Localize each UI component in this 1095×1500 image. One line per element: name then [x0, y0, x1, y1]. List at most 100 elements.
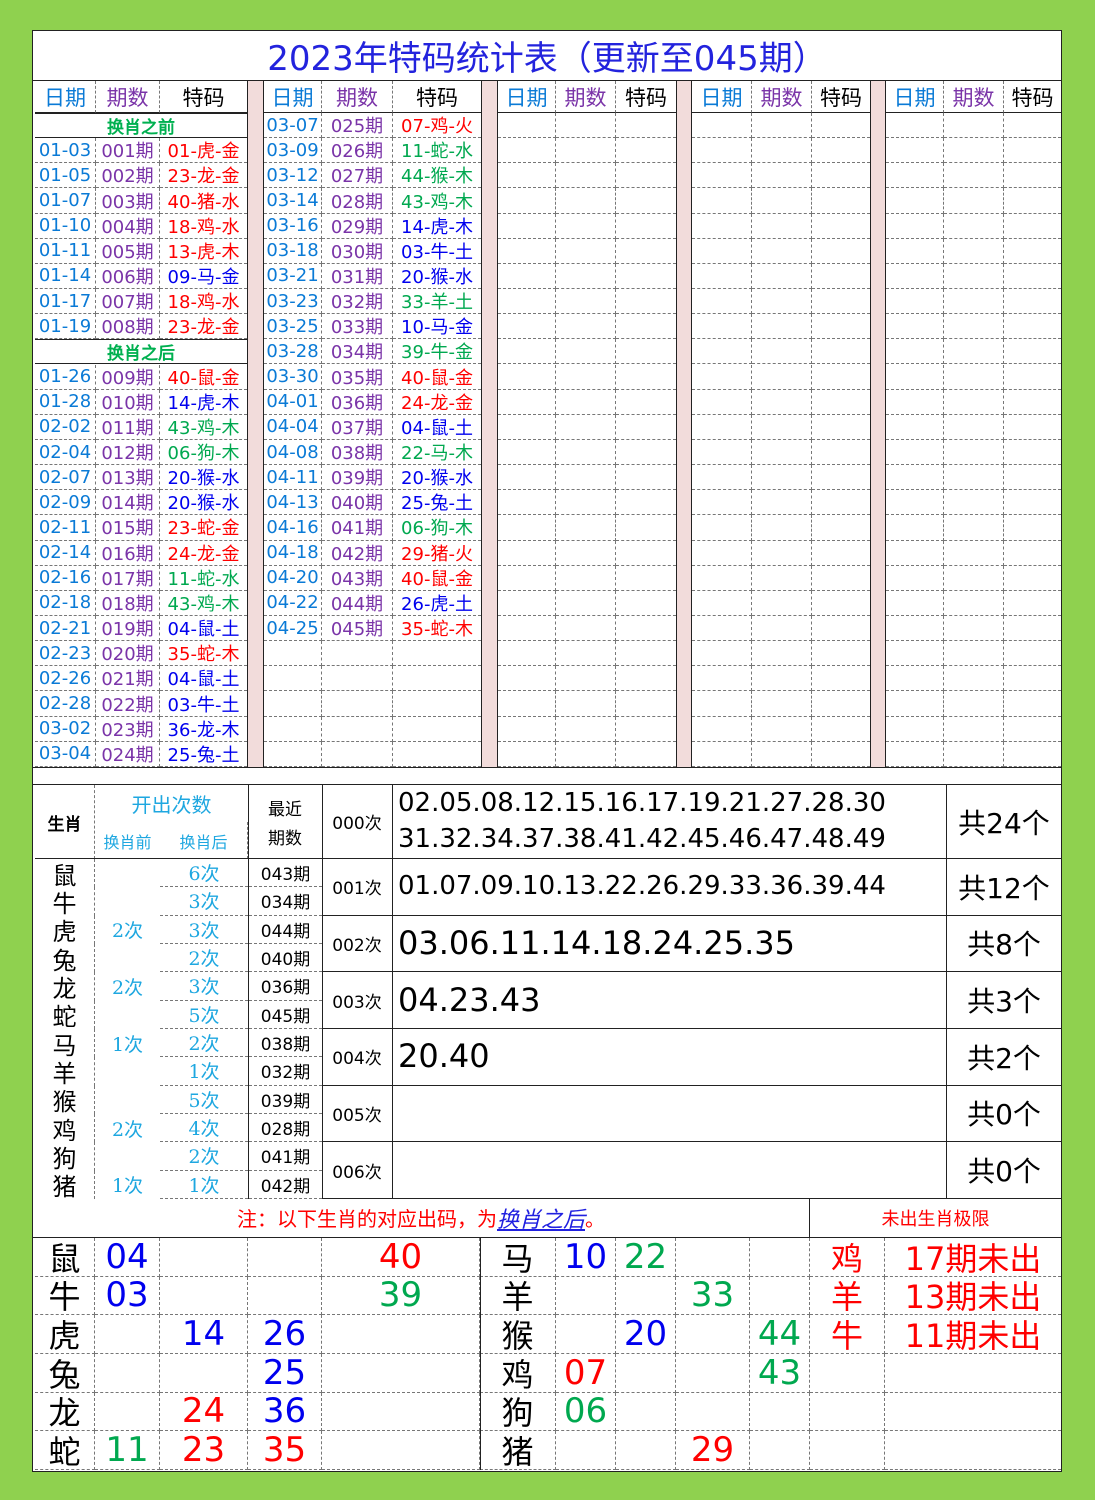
- code-cell: [1004, 490, 1061, 516]
- code-cell: [393, 666, 481, 692]
- period-cell: 011期: [96, 414, 160, 440]
- code-cell: [812, 289, 870, 315]
- grid-number: [616, 1276, 676, 1316]
- date-cell: [692, 138, 752, 164]
- period-cell: 004期: [96, 213, 160, 239]
- period-cell: 002期: [96, 163, 160, 189]
- stats-line: [35, 858, 322, 859]
- period-cell: [556, 716, 616, 742]
- date-cell: [692, 515, 752, 541]
- date-cell: [498, 641, 556, 667]
- code-cell: [1004, 264, 1061, 290]
- code-cell: [393, 641, 481, 667]
- period-cell: [944, 238, 1004, 264]
- date-cell: 02-28: [35, 691, 96, 717]
- date-cell: [692, 163, 752, 189]
- date-cell: [692, 691, 752, 717]
- grid-zodiac: 兔: [35, 1353, 95, 1393]
- freq-line: 02.05.08.12.15.16.17.19.21.27.28.30: [398, 788, 886, 819]
- period-cell: [752, 163, 812, 189]
- code-cell: [616, 490, 676, 516]
- grid-number: [676, 1353, 750, 1393]
- period-cell: [752, 439, 812, 466]
- grid-zodiac: 牛: [35, 1276, 95, 1316]
- period-cell: [556, 616, 616, 642]
- code-cell: [1004, 188, 1061, 214]
- code-cell: [616, 214, 676, 239]
- code-cell: 11-蛇-水: [393, 138, 481, 164]
- date-cell: [692, 439, 752, 466]
- date-cell: [264, 741, 322, 767]
- freq-numbers: [393, 1142, 946, 1199]
- code-cell: 35-蛇-木: [393, 616, 481, 642]
- date-cell: [498, 465, 556, 491]
- period-cell: 020期: [96, 641, 160, 667]
- date-cell: [498, 691, 556, 717]
- freq-numbers: [393, 1086, 946, 1143]
- date-cell: [498, 616, 556, 642]
- grid-number: [556, 1431, 616, 1470]
- code-cell: [393, 717, 481, 742]
- date-cell: 03-23: [264, 289, 322, 315]
- code-cell: 06-狗-木: [393, 515, 481, 541]
- limit-zodiac: 牛: [810, 1315, 885, 1354]
- period-cell: [556, 314, 616, 340]
- date-cell: [886, 641, 944, 667]
- date-cell: [886, 616, 944, 642]
- date-cell: [498, 163, 556, 189]
- code-cell: 43-鸡-木: [393, 188, 481, 214]
- date-cell: [692, 113, 752, 139]
- recent: 043期: [249, 859, 322, 888]
- code-cell: 23-龙-金: [160, 163, 247, 189]
- date-cell: 02-14: [35, 540, 96, 566]
- grid-number: 25: [248, 1353, 322, 1393]
- period-cell: 005期: [96, 238, 160, 264]
- code-cell: [1004, 440, 1061, 466]
- period-cell: 028期: [322, 188, 393, 214]
- recent: 042期: [249, 1171, 322, 1199]
- period-cell: 039期: [322, 465, 393, 491]
- code-cell: 04-鼠-土: [160, 666, 247, 692]
- period-cell: [944, 540, 1004, 566]
- period-cell: [944, 490, 1004, 516]
- date-cell: [498, 515, 556, 541]
- date-cell: [692, 289, 752, 315]
- code-cell: 43-鸡-木: [160, 415, 247, 440]
- column-header: 特码: [160, 81, 247, 113]
- code-cell: 14-虎-木: [160, 390, 247, 415]
- recent: 032期: [249, 1057, 322, 1086]
- period-cell: [752, 741, 812, 767]
- code-cell: 25-兔-土: [393, 490, 481, 516]
- grid-number: 44: [750, 1315, 810, 1354]
- period-cell: [556, 113, 616, 139]
- grid-zodiac: 虎: [35, 1315, 95, 1354]
- code-cell: 14-虎-木: [393, 214, 481, 239]
- period-cell: 022期: [96, 691, 160, 717]
- code-cell: [1004, 515, 1061, 541]
- period-cell: [322, 666, 393, 692]
- period-cell: [944, 414, 1004, 440]
- code-cell: 33-羊-土: [393, 289, 481, 315]
- rule: [33, 766, 1061, 785]
- code-cell: [812, 717, 870, 742]
- code-cell: [616, 264, 676, 290]
- header-recent: 期数: [268, 829, 302, 849]
- period-cell: [752, 616, 812, 642]
- zodiac: 猪: [35, 1170, 95, 1199]
- grid-number: 36: [248, 1392, 322, 1432]
- code-cell: [616, 742, 676, 767]
- code-cell: [812, 591, 870, 616]
- code-cell: [616, 541, 676, 566]
- grid-zodiac: 龙: [35, 1392, 95, 1432]
- code-cell: [1004, 742, 1061, 767]
- period-cell: [944, 691, 1004, 717]
- code-cell: [616, 239, 676, 264]
- freq-total: 共2个: [946, 1028, 1061, 1086]
- code-cell: [812, 691, 870, 717]
- freq-total: 共24个: [946, 785, 1061, 859]
- code-cell: [812, 239, 870, 264]
- date-cell: [886, 490, 944, 516]
- date-cell: [498, 238, 556, 264]
- freq-label: 004次: [322, 1028, 393, 1086]
